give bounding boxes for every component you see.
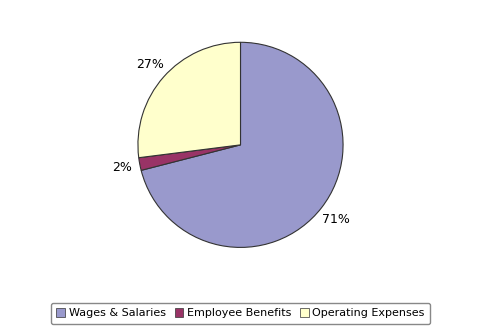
Wedge shape [138,42,240,158]
Text: 27%: 27% [135,58,163,71]
Text: 2%: 2% [111,161,132,174]
Legend: Wages & Salaries, Employee Benefits, Operating Expenses: Wages & Salaries, Employee Benefits, Ope… [51,303,429,324]
Text: 71%: 71% [322,212,349,225]
Wedge shape [141,42,342,247]
Wedge shape [138,145,240,170]
